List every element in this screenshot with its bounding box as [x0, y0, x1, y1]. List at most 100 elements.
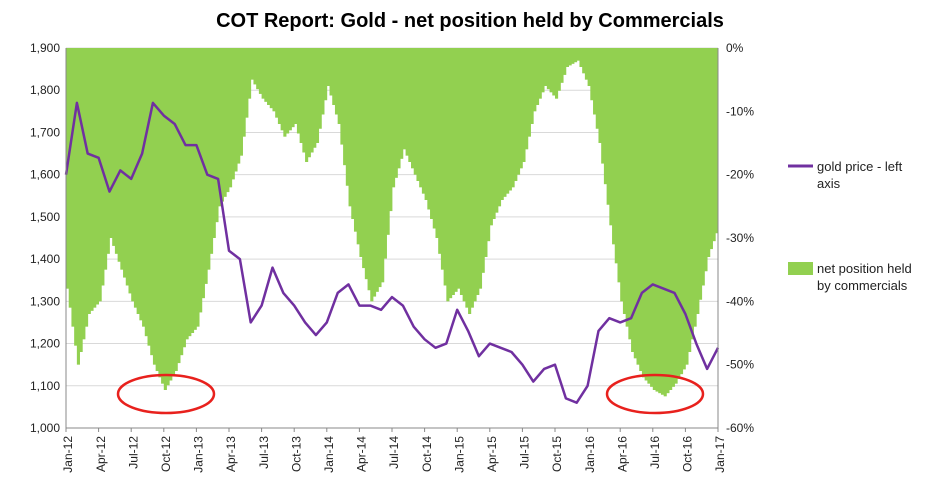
commercials-bar [76, 48, 80, 365]
commercials-bar [367, 48, 371, 291]
commercials-bar [424, 48, 428, 200]
commercials-bar [128, 48, 132, 294]
commercials-bar [166, 48, 170, 386]
commercials-bar [650, 48, 654, 387]
commercials-bar [440, 48, 445, 270]
commercials-bar [459, 48, 464, 295]
commercials-bar [114, 48, 119, 254]
commercials-bar [209, 48, 214, 254]
commercials-bar [582, 48, 586, 74]
commercials-bar [481, 48, 485, 273]
x-tick-label: Apr-13 [224, 436, 238, 472]
commercials-bar [620, 48, 624, 302]
y-right-tick-label: -20% [726, 168, 754, 182]
commercials-bar [430, 48, 434, 219]
commercials-bar [541, 48, 545, 93]
commercials-bar [489, 48, 493, 226]
commercials-bar [215, 48, 219, 223]
commercials-bar [506, 48, 510, 194]
commercials-bar [435, 48, 439, 238]
commercials-bar [237, 48, 241, 164]
commercials-bar [419, 48, 423, 188]
legend: gold price - left axis net position held… [788, 159, 912, 293]
commercials-bar [587, 48, 591, 86]
commercials-bar [163, 48, 167, 390]
commercials-bar [639, 48, 643, 371]
x-tick-label: Oct-12 [159, 436, 173, 472]
x-tick-label: Oct-16 [681, 436, 695, 472]
commercials-bar [302, 48, 306, 153]
commercials-bar [343, 48, 347, 166]
commercials-bar [606, 48, 610, 205]
commercials-bar [150, 48, 154, 356]
y-left-tick-label: 1,900 [30, 41, 60, 55]
commercials-bar [239, 48, 243, 156]
x-tick-label: Apr-15 [485, 436, 499, 472]
commercials-bar [152, 48, 157, 365]
commercials-bar [242, 48, 246, 137]
x-tick-label: Oct-13 [289, 436, 303, 472]
commercials-bar [478, 48, 483, 289]
commercials-bar [196, 48, 200, 327]
commercials-bar [647, 48, 651, 384]
commercials-bar [125, 48, 129, 286]
commercials-bar [492, 48, 496, 219]
commercials-bar [563, 48, 567, 75]
y-right-tick-label: 0% [726, 41, 744, 55]
commercials-bar [427, 48, 431, 210]
commercials-bar [449, 48, 453, 299]
commercials-bar [666, 48, 670, 394]
y-right-tick-label: -50% [726, 358, 754, 372]
commercials-bar [161, 48, 165, 384]
commercials-bar [171, 48, 176, 376]
commercials-bar [508, 48, 512, 191]
commercials-bar [633, 48, 637, 359]
commercials-bar [696, 48, 700, 314]
commercials-bar [549, 48, 553, 93]
commercials-bar [612, 48, 616, 245]
commercials-bar [117, 48, 121, 262]
x-tick-label: Jul-12 [126, 436, 140, 469]
commercials-bar [120, 48, 124, 270]
commercials-bar [432, 48, 436, 229]
commercials-bar [218, 48, 222, 207]
x-tick-label: Jan-12 [61, 436, 75, 473]
commercials-bar [223, 48, 227, 197]
commercials-bar [68, 48, 72, 308]
commercials-bar [204, 48, 208, 284]
commercials-bar [87, 48, 91, 314]
commercials-bar [595, 48, 599, 129]
commercials-bar [655, 48, 659, 392]
commercials-bar [530, 48, 534, 124]
commercials-bar [74, 48, 78, 346]
commercials-bar [136, 48, 140, 314]
commercials-bar [590, 48, 594, 101]
commercials-bar [193, 48, 197, 330]
commercials-bar [408, 48, 412, 162]
commercials-bar [631, 48, 635, 352]
y-left-tick-label: 1,000 [30, 421, 60, 435]
commercials-bar [571, 48, 575, 64]
commercials-bar [296, 48, 301, 134]
commercials-bar [356, 48, 360, 245]
commercials-bar [411, 48, 415, 169]
commercials-bar [337, 48, 341, 124]
commercials-bar [383, 48, 387, 259]
commercials-bar [533, 48, 537, 112]
x-tick-label: Jan-15 [452, 436, 466, 473]
commercials-bar [180, 48, 184, 356]
commercials-bar [443, 48, 447, 286]
commercials-bar [248, 48, 252, 99]
commercials-bar [147, 48, 151, 346]
commercials-bar [93, 48, 97, 308]
commercials-bar [641, 48, 646, 378]
commercials-bar [372, 48, 377, 297]
commercials-bar [468, 48, 472, 314]
commercials-bar [386, 48, 390, 235]
x-tick-label: Jul-14 [387, 436, 401, 469]
commercials-bar [609, 48, 613, 226]
commercials-bar [299, 48, 303, 143]
commercials-bar [142, 48, 146, 327]
commercials-bar [283, 48, 287, 137]
commercials-bar [345, 48, 349, 186]
